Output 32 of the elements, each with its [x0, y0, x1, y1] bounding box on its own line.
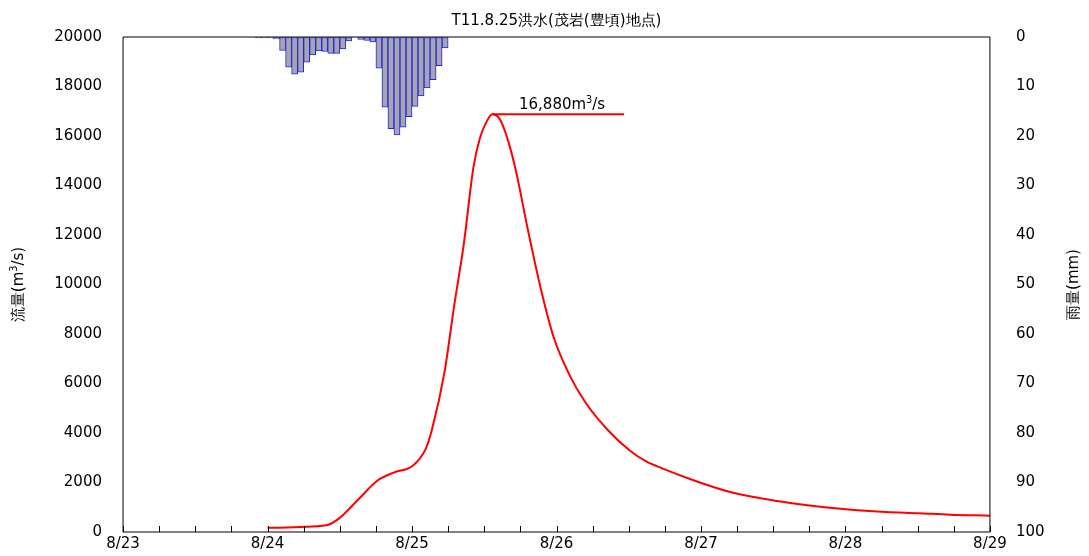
y2-tick-label: 10 — [1016, 76, 1036, 95]
y2-tick-label: 0 — [1016, 26, 1026, 45]
y-tick-label: 12000 — [54, 224, 102, 243]
x-tick-label: 8/29 — [973, 533, 1007, 552]
x-tick-label: 8/25 — [395, 533, 429, 552]
y2-tick-label: 70 — [1016, 373, 1036, 392]
y2-tick-label: 90 — [1016, 472, 1036, 491]
y-tick-label: 4000 — [63, 422, 102, 441]
y-tick-label: 10000 — [54, 274, 102, 293]
x-tick-label: 8/23 — [106, 533, 140, 552]
y-tick-label: 18000 — [54, 76, 102, 95]
y2-axis-title: 雨量(mm) — [1064, 249, 1082, 320]
y2-tick-label: 20 — [1016, 125, 1036, 144]
y2-tick-label: 100 — [1016, 521, 1045, 540]
y-axis-title: 流量(m3/s) — [8, 246, 27, 323]
y2-tick-label: 80 — [1016, 422, 1036, 441]
y2-tick-label: 50 — [1016, 274, 1036, 293]
y2-tick-label: 40 — [1016, 224, 1036, 243]
x-tick-label: 8/28 — [828, 533, 863, 552]
y2-tick-label: 30 — [1016, 175, 1036, 194]
x-tick-label: 8/26 — [539, 533, 574, 552]
x-tick-label: 8/27 — [684, 533, 718, 552]
y-tick-label: 20000 — [54, 26, 102, 45]
y-tick-label: 8000 — [63, 323, 102, 342]
y-tick-label: 14000 — [54, 175, 102, 194]
y-tick-label: 2000 — [63, 472, 102, 491]
y-tick-label: 0 — [92, 521, 102, 540]
y-tick-label: 6000 — [63, 373, 102, 392]
y-tick-label: 16000 — [54, 125, 102, 144]
chart-title: T11.8.25洪水(茂岩(豊頃)地点) — [450, 11, 662, 29]
y2-tick-label: 60 — [1016, 323, 1036, 342]
x-tick-label: 8/24 — [250, 533, 285, 552]
